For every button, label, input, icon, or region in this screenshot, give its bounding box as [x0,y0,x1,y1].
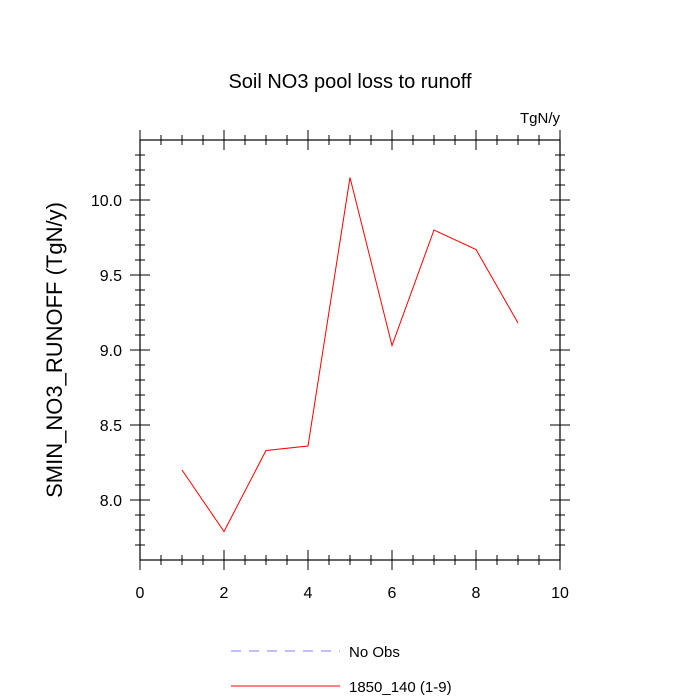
y-tick-label: 8.0 [100,493,122,510]
x-tick-label: 10 [551,585,569,602]
x-axis-ticks [139,130,561,570]
y-tick-label: 9.5 [100,268,122,285]
x-tick-label: 2 [220,585,229,602]
y-axis-ticks [130,154,570,546]
y-axis-label: SMIN_NO3_RUNOFF (TgN/y) [42,202,67,498]
y-tick-label: 9.0 [100,343,122,360]
plot-frame [139,139,561,561]
x-axis-tick-labels: 0 2 4 6 8 10 [136,585,569,602]
series-line [181,177,519,533]
legend-label: No Obs [349,644,400,661]
legend-label: 1850_140 (1-9) [349,679,452,696]
x-tick-label: 8 [472,585,481,602]
y-axis-tick-labels: 8.0 8.5 9.0 9.5 10.0 [91,193,122,510]
legend: No Obs 1850_140 (1-9) [231,644,452,696]
x-tick-label: 6 [388,585,397,602]
x-tick-label: 0 [136,585,145,602]
y-tick-label: 10.0 [91,193,122,210]
x-tick-label: 4 [304,585,313,602]
y-tick-label: 8.5 [100,418,122,435]
chart-title: Soil NO3 pool loss to runoff [228,71,472,93]
series-layer [181,177,519,533]
units-label: TgN/y [520,110,561,127]
